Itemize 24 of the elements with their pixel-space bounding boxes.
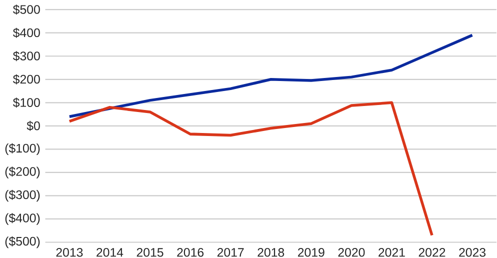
x-tick-label: 2023 (459, 248, 486, 257)
x-tick-label: 2016 (177, 248, 204, 257)
line-series (68, 34, 474, 118)
y-tick-label: ($100) (5, 143, 40, 155)
y-tick-label: ($200) (5, 166, 40, 178)
x-tick-label: 2014 (96, 248, 124, 257)
y-tick-label: $300 (12, 51, 40, 62)
y-tick-label: $0 (26, 120, 40, 131)
line-series (68, 101, 434, 237)
y-tick-label: $200 (12, 74, 40, 84)
y-tick-label: ($400) (5, 213, 40, 225)
x-tick-label: 2015 (136, 248, 164, 257)
x-tick-label: 2020 (338, 248, 365, 257)
x-tick-label: 2017 (217, 248, 244, 257)
x-tick-label: 2018 (258, 248, 284, 257)
x-tick-label: 2021 (378, 248, 405, 257)
y-tick-label: $500 (12, 4, 40, 15)
y-tick-label: $400 (12, 28, 40, 38)
x-tick-label: 2013 (56, 248, 83, 257)
x-tick-label: 2019 (298, 248, 324, 257)
y-tick-label: $100 (12, 98, 40, 108)
x-tick-label: 2022 (418, 248, 446, 257)
y-tick-label: ($500) (5, 236, 40, 248)
y-tick-label: ($300) (5, 190, 40, 202)
